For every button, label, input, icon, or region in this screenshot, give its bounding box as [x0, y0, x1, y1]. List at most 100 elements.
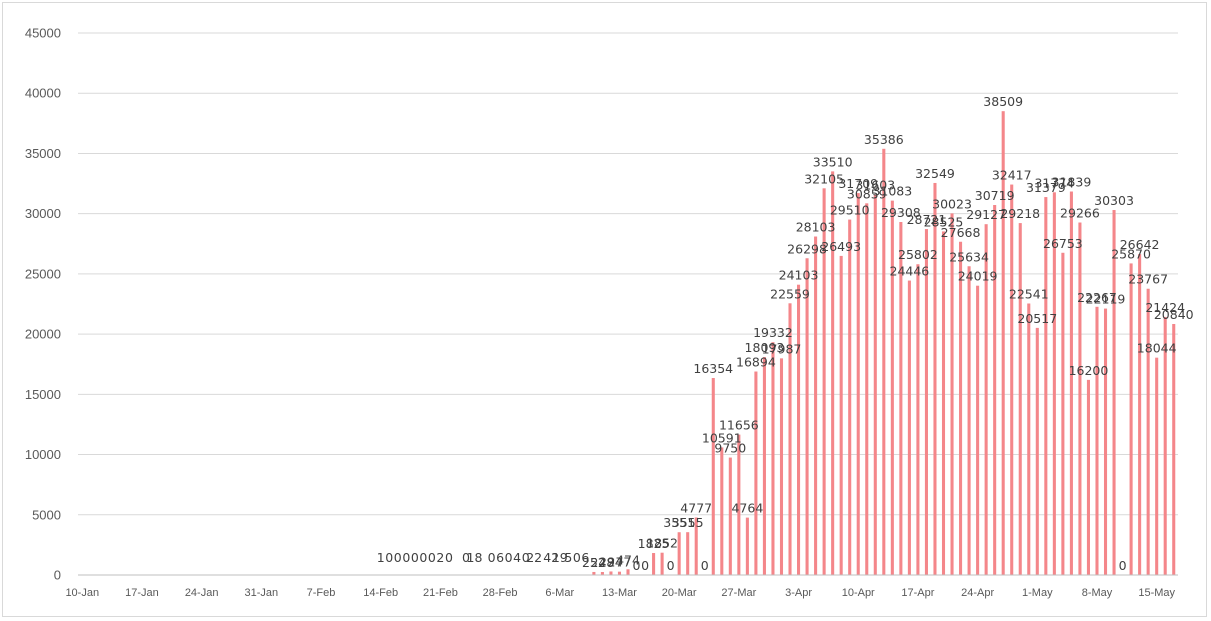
data-label: 25634 — [949, 249, 989, 264]
data-label: 6 — [496, 550, 504, 565]
y-axis: 0 5000 10000 15000 20000 25000 30000 35000 40000… — [25, 26, 61, 583]
data-label: 26493 — [821, 239, 861, 254]
data-label: 3555 — [672, 515, 704, 530]
bar — [848, 219, 852, 575]
bar — [1146, 288, 1150, 575]
data-label: 28721 — [907, 212, 947, 227]
bar — [916, 264, 920, 575]
bar — [592, 571, 596, 575]
data-label: 0 — [667, 558, 675, 573]
data-label: 21424 — [1145, 300, 1185, 315]
y-tick-label: 15000 — [25, 387, 61, 402]
bar — [959, 241, 963, 575]
bar — [1078, 222, 1082, 575]
data-label: 16354 — [693, 361, 733, 376]
x-tick-label: 24-Apr — [961, 587, 994, 599]
data-label: 0 — [445, 550, 453, 565]
bar — [1155, 357, 1159, 575]
data-label: 18093 — [745, 340, 785, 355]
bar — [686, 532, 690, 575]
y-tick-label: 30000 — [25, 206, 61, 221]
data-label: 17987 — [762, 341, 802, 356]
bar — [652, 553, 656, 575]
data-label: 20840 — [1154, 307, 1194, 322]
data-label: 26298 — [787, 241, 827, 256]
data-label: 22119 — [1086, 292, 1126, 307]
bar — [1001, 111, 1005, 576]
bar — [984, 224, 988, 576]
bar — [1129, 263, 1133, 575]
data-label: 29266 — [1060, 206, 1100, 221]
data-label: 22559 — [770, 286, 810, 301]
x-tick-label: 14-Feb — [363, 587, 398, 599]
data-label: 32549 — [915, 166, 955, 181]
bar — [1095, 306, 1099, 575]
data-label: 19332 — [753, 325, 793, 340]
bars — [592, 111, 1176, 576]
data-label: 10591 — [702, 430, 742, 445]
data-label: 28525 — [924, 214, 964, 229]
bar — [856, 193, 860, 576]
bar — [993, 205, 997, 575]
data-label: 30303 — [1094, 193, 1134, 208]
bar — [600, 572, 604, 575]
x-tick-label: 6-Mar — [545, 587, 574, 599]
data-label: 19 — [552, 550, 568, 565]
data-label: 9750 — [714, 441, 746, 456]
x-tick-label: 20-Mar — [662, 587, 697, 599]
bar — [1138, 254, 1142, 575]
bar — [771, 342, 775, 575]
bar — [865, 203, 869, 575]
x-tick-label: 17-Apr — [901, 587, 934, 599]
data-label: 30023 — [932, 196, 972, 211]
bar — [737, 434, 741, 575]
data-label: 0 — [488, 550, 496, 565]
bar — [882, 148, 886, 575]
data-label: 248 — [590, 555, 614, 570]
data-label: 474 — [616, 552, 640, 567]
bar — [694, 517, 698, 575]
data-label: 0 — [428, 550, 436, 565]
bar — [711, 378, 715, 575]
data-label: 31709 — [838, 176, 878, 191]
data-label: 31839 — [1052, 175, 1092, 190]
data-label: 24446 — [890, 264, 930, 279]
data-label: 20517 — [1017, 311, 1057, 326]
data-label: 0 — [385, 550, 393, 565]
data-label: 1852 — [646, 536, 678, 551]
data-label: 4 — [513, 550, 521, 565]
data-label: 5 — [564, 550, 572, 565]
bar — [788, 303, 792, 575]
bar — [814, 236, 818, 575]
x-tick-label: 21-Feb — [423, 587, 458, 599]
bar — [660, 552, 664, 575]
y-tick-label: 35000 — [25, 146, 61, 161]
data-label: 0 — [462, 550, 470, 565]
x-tick-label: 8-May — [1082, 587, 1113, 599]
bar — [1103, 308, 1108, 575]
y-tick-label: 0 — [54, 568, 61, 583]
bar — [1018, 223, 1022, 575]
bar — [933, 182, 937, 575]
data-label: 26753 — [1043, 236, 1083, 251]
data-label: 42 — [543, 550, 559, 565]
x-tick-label: 15-May — [1138, 587, 1175, 599]
y-tick-label: 10000 — [25, 447, 61, 462]
data-label: 0 — [402, 550, 410, 565]
bar — [1035, 327, 1039, 575]
data-label: 0 — [505, 550, 513, 565]
data-label: 29510 — [830, 203, 870, 218]
y-tick-label: 25000 — [25, 266, 61, 281]
y-tick-label: 20000 — [25, 327, 61, 342]
bar — [1163, 316, 1167, 575]
data-label: 29308 — [881, 205, 921, 220]
x-tick-label: 1-May — [1022, 587, 1053, 599]
data-label: 0 — [573, 550, 581, 565]
data-label: 3551 — [663, 515, 695, 530]
data-label: 22267 — [1077, 290, 1117, 305]
bar — [899, 222, 903, 576]
data-label: 0 — [411, 550, 419, 565]
data-label: 22 — [526, 550, 542, 565]
bar — [950, 213, 954, 575]
